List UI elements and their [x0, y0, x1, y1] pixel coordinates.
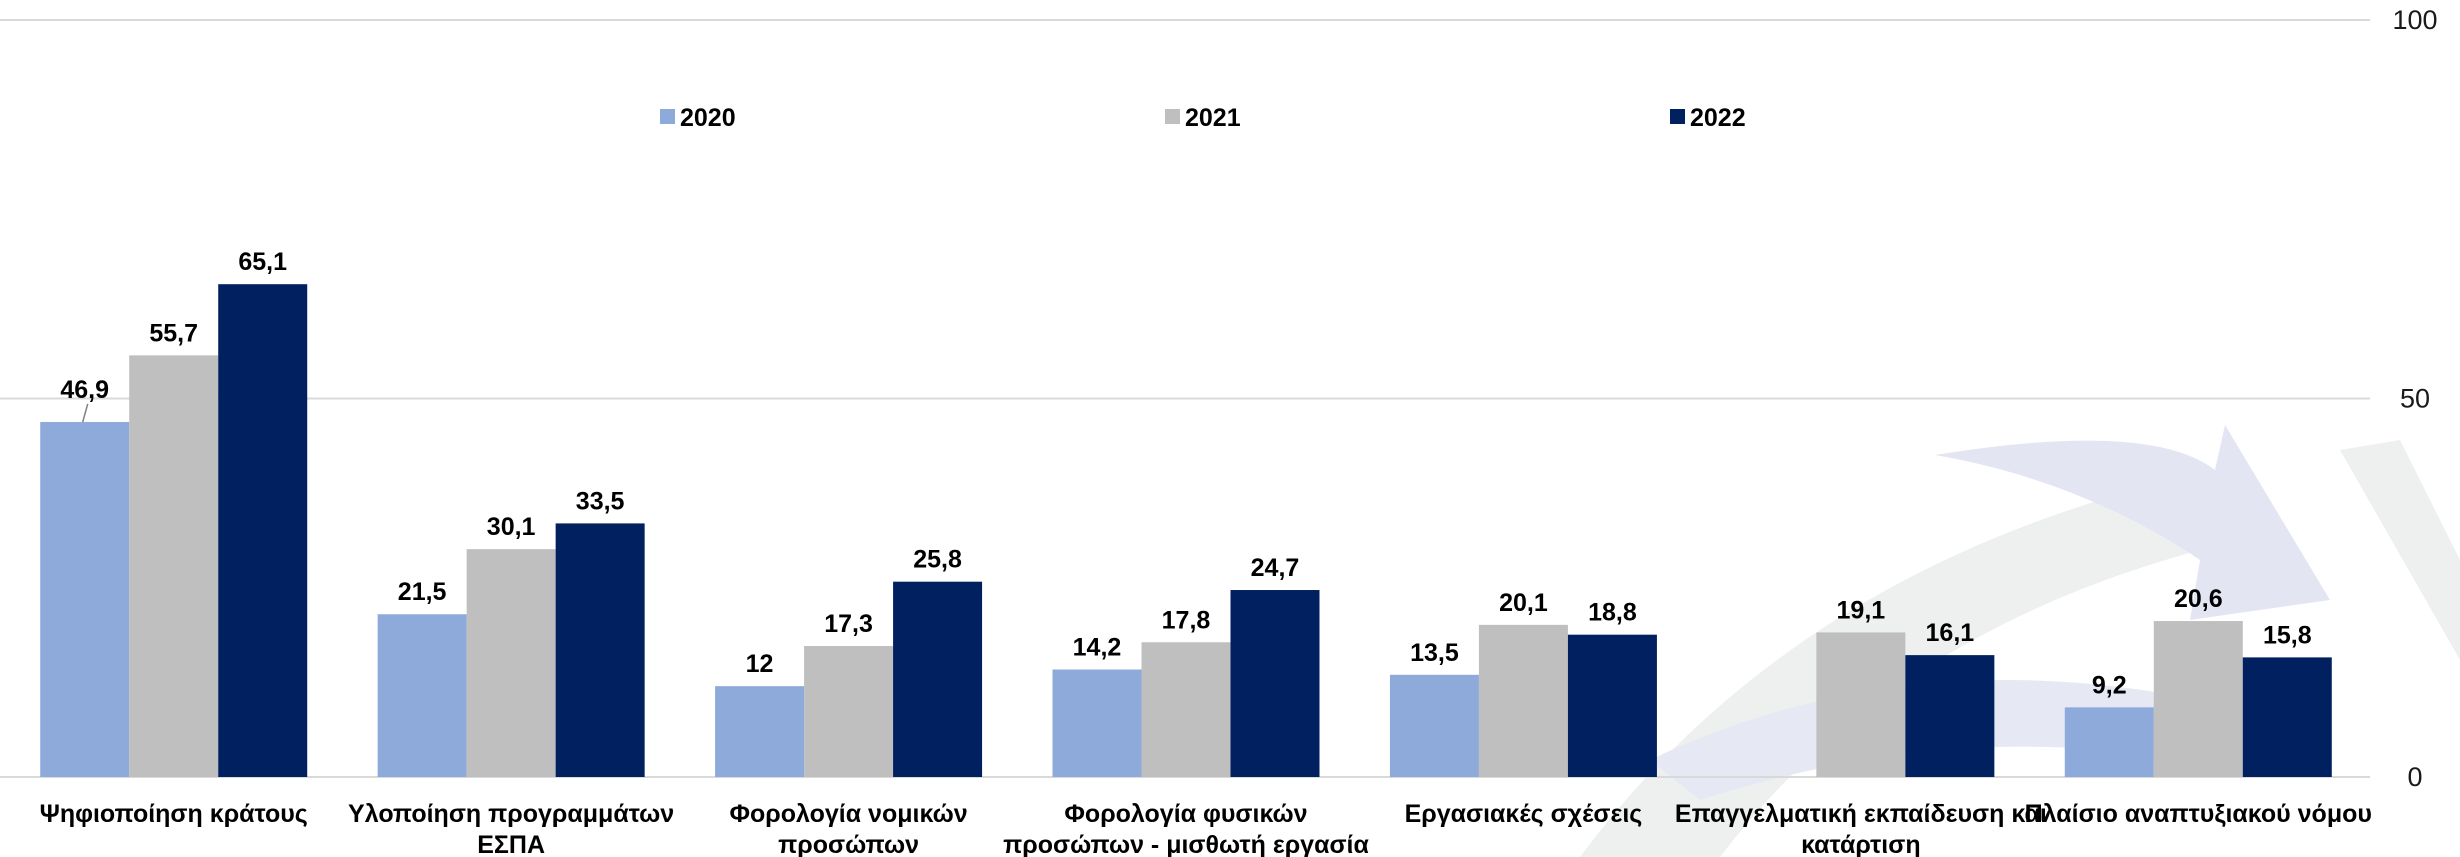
bar-2020-0 — [40, 421, 130, 777]
background-watermark — [1580, 425, 2460, 857]
data-label: 20,6 — [2174, 585, 2223, 613]
watermark-swoosh-grey-2 — [2340, 440, 2460, 660]
legend-label-2022: 2022 — [1690, 104, 1746, 132]
x-tick-label-line: Φορολογία νομικών — [730, 800, 968, 828]
x-tick-label-line: Ψηφιοποίηση κράτους — [40, 800, 308, 828]
x-tick-label: Επαγγελματική εκπαίδευση και κατάρτιση — [1675, 800, 2047, 857]
bars — [40, 284, 2332, 777]
data-label: 17,3 — [824, 610, 873, 638]
bar-2020-4 — [1389, 674, 1479, 777]
bar-2020-2 — [715, 686, 805, 777]
x-tick-label-line: προσώπων — [778, 831, 919, 857]
y-tick-label: 100 — [2392, 5, 2437, 35]
bar-2021-3 — [1141, 642, 1231, 777]
data-label: 46,9 — [60, 376, 109, 404]
bar-2022-6 — [2242, 657, 2332, 777]
x-tick-label: Υλοποίηση προγραμμάτων ΕΣΠΑ — [348, 800, 674, 857]
data-label: 13,5 — [1410, 639, 1459, 667]
data-label: 24,7 — [1251, 554, 1300, 582]
data-label: 9,2 — [2092, 671, 2127, 699]
bar-2020-6 — [2064, 707, 2154, 777]
y-tick-label: 0 — [2407, 762, 2422, 792]
x-tick-label: Εργασιακές σχέσεις — [1405, 800, 1643, 828]
data-label: 17,8 — [1162, 606, 1211, 634]
watermark-arrow-blue — [1935, 425, 2330, 620]
x-tick-label-line: κατάρτιση — [1801, 831, 1921, 857]
bar-2021-1 — [466, 549, 556, 777]
x-tick-label-line: ΕΣΠΑ — [477, 831, 545, 857]
legend-swatch-2020 — [660, 109, 675, 124]
legend-swatch-2021 — [1165, 109, 1180, 124]
x-tick-label: Φορολογία νομικών προσώπων — [730, 800, 968, 857]
data-label: 20,1 — [1499, 589, 1548, 617]
bar-2022-5 — [1905, 655, 1995, 777]
x-tick-label-line: προσώπων - μισθωτή εργασία — [1003, 831, 1369, 857]
bar-2021-0 — [129, 355, 219, 777]
x-tick-label: Πλαίσιο αναπτυξιακού νόμου — [2025, 800, 2372, 828]
x-tick-label-line: Εργασιακές σχέσεις — [1405, 800, 1643, 828]
bar-2020-3 — [1052, 669, 1142, 777]
data-label: 30,1 — [487, 513, 536, 541]
data-label: 14,2 — [1073, 634, 1122, 662]
bar-2020-1 — [377, 614, 467, 777]
data-label: 33,5 — [576, 487, 625, 515]
data-label: 15,8 — [2263, 621, 2312, 649]
x-tick-label-line: Επαγγελματική εκπαίδευση και — [1675, 800, 2047, 828]
x-tick-label-line: Υλοποίηση προγραμμάτων — [348, 800, 674, 828]
x-tick-label: Ψηφιοποίηση κράτους — [40, 800, 308, 828]
legend-label-2021: 2021 — [1185, 104, 1241, 132]
y-axis: 0 50 100 — [2392, 5, 2437, 792]
bar-2022-1 — [555, 523, 645, 777]
legend-swatch-2022 — [1670, 109, 1685, 124]
bar-2021-5 — [1816, 632, 1906, 777]
bar-2022-3 — [1230, 590, 1320, 777]
data-label: 19,1 — [1837, 596, 1886, 624]
bar-2022-0 — [218, 284, 308, 777]
bar-2021-6 — [2153, 621, 2243, 777]
x-tick-label: Φορολογία φυσικών προσώπων - μισθωτή εργα… — [1003, 800, 1369, 857]
x-tick-label-line: Πλαίσιο αναπτυξιακού νόμου — [2025, 800, 2372, 828]
bar-2021-2 — [804, 646, 894, 777]
data-label: 12 — [746, 650, 774, 678]
bar-2021-4 — [1478, 624, 1568, 777]
bar-2022-4 — [1567, 634, 1657, 777]
data-label: 25,8 — [913, 546, 962, 574]
y-tick-label: 50 — [2400, 384, 2430, 414]
data-label: 65,1 — [238, 248, 287, 276]
data-label: 18,8 — [1588, 599, 1637, 627]
data-label: 55,7 — [149, 319, 198, 347]
legend-label-2020: 2020 — [680, 104, 736, 132]
legend: 2020 2021 2022 — [660, 104, 1746, 132]
data-label: 21,5 — [398, 578, 447, 606]
data-label-leader — [81, 403, 89, 423]
x-axis: Ψηφιοποίηση κράτους Υλοποίηση προγραμμάτω… — [40, 800, 2372, 857]
data-label: 16,1 — [1926, 619, 1975, 647]
bar-2022-2 — [893, 581, 983, 777]
data-labels: 46,9 55,7 65,1 21,5 30,1 33,5 12 17,3 25,8 14,2 17… — [60, 248, 2311, 699]
x-tick-label-line: Φορολογία φυσικών — [1064, 800, 1307, 828]
